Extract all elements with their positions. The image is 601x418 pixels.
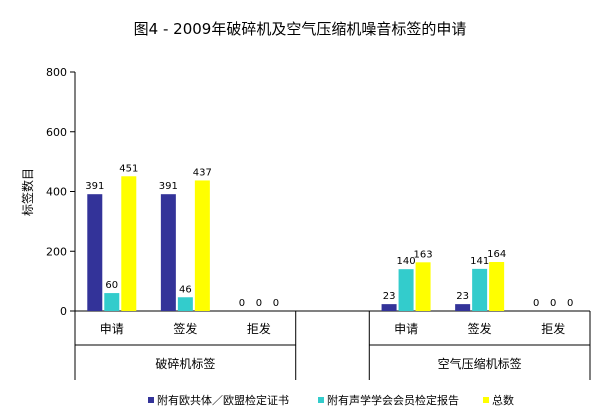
bar	[160, 194, 176, 311]
legend-swatch	[483, 397, 489, 403]
bar	[121, 176, 137, 311]
data-label: 23	[456, 291, 469, 302]
bar	[87, 194, 103, 311]
y-tick-label: 0	[60, 305, 67, 318]
group-label: 空气压缩机标签	[438, 356, 522, 371]
data-label: 0	[550, 298, 556, 309]
bar	[194, 180, 210, 311]
y-tick-label: 400	[46, 186, 67, 199]
data-label: 163	[414, 249, 433, 260]
bar	[177, 297, 193, 311]
category-label: 签发	[173, 321, 197, 336]
data-label: 46	[179, 284, 192, 295]
category-label: 拒发	[247, 321, 271, 336]
legend-label: 总数	[492, 393, 514, 407]
bar	[472, 268, 488, 311]
data-label: 141	[470, 256, 489, 267]
y-axis-label: 标签数目	[20, 168, 35, 216]
category-label: 申请	[100, 322, 124, 336]
category-label: 签发	[468, 321, 492, 336]
bar	[398, 269, 414, 311]
data-label: 451	[119, 163, 138, 174]
data-label: 0	[567, 298, 573, 309]
legend-label: 附有声学学会会员检定报告	[327, 393, 459, 407]
y-tick-label: 600	[46, 126, 67, 139]
data-label: 23	[383, 291, 396, 302]
data-label: 0	[273, 298, 279, 309]
legend-label: 附有欧共体／欧盟检定证书	[157, 393, 289, 407]
data-label: 60	[105, 280, 118, 291]
bar	[104, 293, 120, 311]
data-label: 391	[159, 181, 178, 192]
data-label: 391	[85, 181, 104, 192]
category-label: 拒发	[541, 321, 565, 336]
data-label: 0	[256, 298, 262, 309]
data-label: 140	[397, 256, 416, 267]
bar	[489, 262, 505, 311]
chart-title: 图4 - 2009年破碎机及空气压缩机噪音标签的申请	[134, 20, 467, 38]
y-tick-label: 800	[46, 66, 67, 79]
data-label: 0	[239, 298, 245, 309]
bar	[455, 304, 471, 311]
group-label: 破碎机标签	[155, 356, 215, 371]
category-label: 申请	[394, 322, 418, 336]
legend-swatch	[318, 397, 324, 403]
legend-swatch	[148, 397, 154, 403]
data-label: 437	[193, 167, 212, 178]
data-label: 0	[533, 298, 539, 309]
bar	[415, 262, 431, 311]
data-label: 164	[487, 249, 506, 260]
y-tick-label: 200	[46, 245, 67, 258]
bar	[381, 304, 397, 311]
